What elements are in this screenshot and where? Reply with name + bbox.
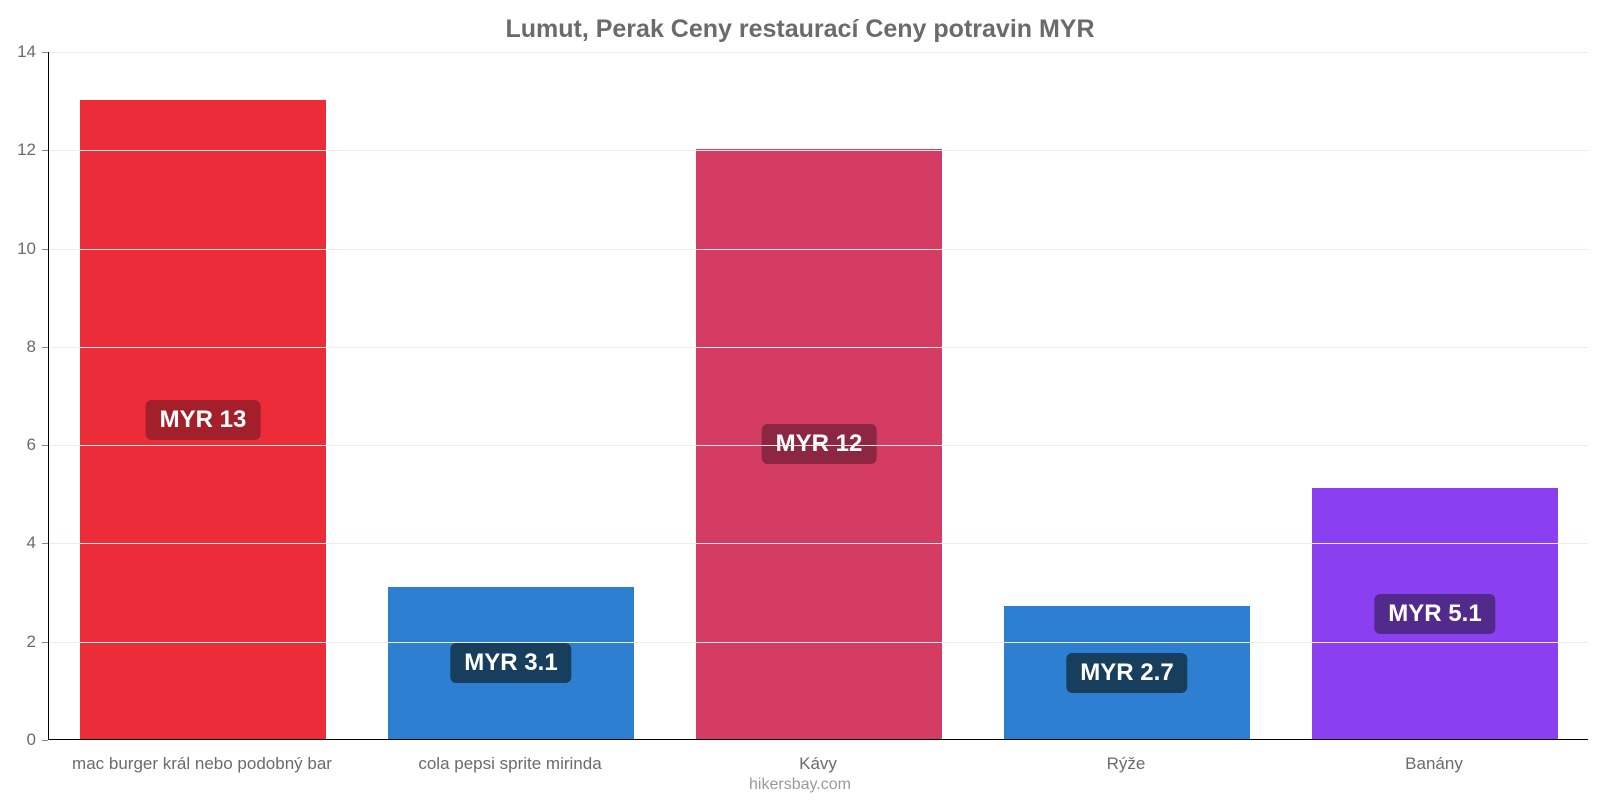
bar-value-badge: MYR 3.1 <box>450 643 571 683</box>
credit-text: hikersbay.com <box>0 776 1600 794</box>
y-tick-label: 0 <box>0 730 36 750</box>
y-tick-label: 2 <box>0 632 36 652</box>
x-tick-label: cola pepsi sprite mirinda <box>418 754 601 774</box>
bar: MYR 5.1 <box>1312 488 1558 739</box>
bar-value-badge: MYR 2.7 <box>1066 653 1187 693</box>
gridline <box>49 150 1588 151</box>
bar-value-badge: MYR 13 <box>146 400 261 440</box>
y-tick-label: 10 <box>0 239 36 259</box>
gridline <box>49 445 1588 446</box>
y-tick-label: 12 <box>0 140 36 160</box>
y-tick-label: 8 <box>0 337 36 357</box>
gridline <box>49 249 1588 250</box>
y-tick-label: 14 <box>0 42 36 62</box>
y-tick-mark <box>42 445 48 446</box>
price-bar-chart: Lumut, Perak Ceny restaurací Ceny potrav… <box>0 0 1600 800</box>
y-tick-mark <box>42 347 48 348</box>
plot-area: MYR 13 MYR 3.1 MYR 12 MYR 2.7 MYR 5.1 <box>48 52 1588 740</box>
x-tick-label: mac burger král nebo podobný bar <box>72 754 332 774</box>
bar: MYR 12 <box>696 149 942 739</box>
y-tick-mark <box>42 150 48 151</box>
bar-value-badge: MYR 5.1 <box>1374 594 1495 634</box>
y-tick-mark <box>42 642 48 643</box>
bar: MYR 3.1 <box>388 587 634 739</box>
x-tick-label: Kávy <box>799 754 837 774</box>
y-tick-mark <box>42 52 48 53</box>
y-tick-mark <box>42 249 48 250</box>
y-tick-label: 6 <box>0 435 36 455</box>
y-tick-label: 4 <box>0 533 36 553</box>
y-tick-mark <box>42 740 48 741</box>
bars-container: MYR 13 MYR 3.1 MYR 12 MYR 2.7 MYR 5.1 <box>49 52 1588 739</box>
gridline <box>49 52 1588 53</box>
bar: MYR 2.7 <box>1004 606 1250 739</box>
gridline <box>49 642 1588 643</box>
x-tick-label: Banány <box>1405 754 1463 774</box>
chart-title: Lumut, Perak Ceny restaurací Ceny potrav… <box>0 15 1600 44</box>
gridline <box>49 543 1588 544</box>
gridline <box>49 347 1588 348</box>
bar: MYR 13 <box>80 100 326 739</box>
x-tick-label: Rýže <box>1107 754 1146 774</box>
y-tick-mark <box>42 543 48 544</box>
